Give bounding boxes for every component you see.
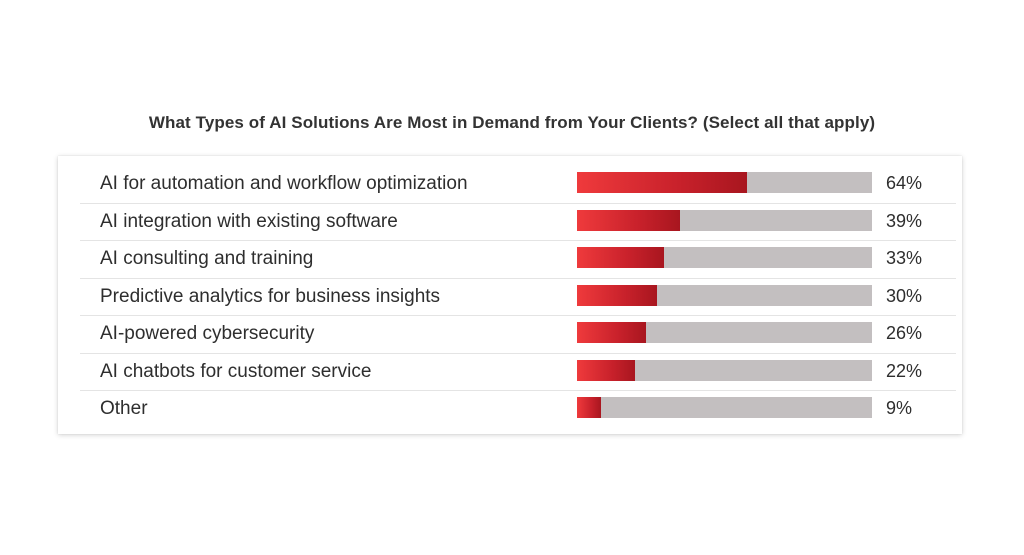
chart-card: AI for automation and workflow optimizat… bbox=[58, 156, 962, 434]
value-label: 30% bbox=[886, 285, 923, 306]
chart-title: What Types of AI Solutions Are Most in D… bbox=[148, 113, 876, 132]
category-label: AI for automation and workflow optimizat… bbox=[100, 173, 468, 194]
bar-fill bbox=[577, 247, 665, 268]
value-label: 64% bbox=[886, 173, 923, 193]
bar-track bbox=[577, 247, 872, 268]
bar-fill bbox=[577, 322, 646, 343]
bar-row: Other 9% bbox=[80, 390, 956, 428]
bar-row: AI chatbots for customer service 22% bbox=[80, 353, 956, 391]
bar-track bbox=[577, 397, 872, 418]
category-label: AI chatbots for customer service bbox=[100, 360, 372, 382]
bar-row: Predictive analytics for business insigh… bbox=[80, 278, 956, 316]
value-label: 22% bbox=[886, 360, 923, 381]
category-label: AI integration with existing software bbox=[100, 210, 398, 232]
bar-row: AI-powered cybersecurity 26% bbox=[80, 315, 956, 354]
bar-track bbox=[577, 359, 872, 381]
category-label: Other bbox=[100, 398, 148, 419]
bar-row: AI consulting and training 33% bbox=[80, 240, 956, 279]
value-label: 26% bbox=[886, 323, 923, 343]
bar-track bbox=[577, 209, 872, 231]
category-label: AI consulting and training bbox=[100, 248, 314, 269]
bar-row: AI for automation and workflow optimizat… bbox=[80, 165, 956, 204]
bar-fill bbox=[577, 397, 601, 418]
bar-fill bbox=[577, 359, 636, 381]
bar-fill bbox=[577, 209, 681, 231]
bar-row: AI integration with existing software 39% bbox=[80, 203, 956, 241]
bar-track bbox=[577, 172, 872, 193]
value-label: 39% bbox=[886, 210, 923, 231]
value-label: 33% bbox=[886, 248, 923, 268]
bar-fill bbox=[577, 284, 657, 306]
bar-fill bbox=[577, 172, 747, 193]
bar-track bbox=[577, 284, 872, 306]
value-label: 9% bbox=[886, 398, 913, 418]
category-label: Predictive analytics for business insigh… bbox=[100, 285, 441, 307]
category-label: AI-powered cybersecurity bbox=[100, 323, 315, 344]
bar-track bbox=[577, 322, 872, 343]
